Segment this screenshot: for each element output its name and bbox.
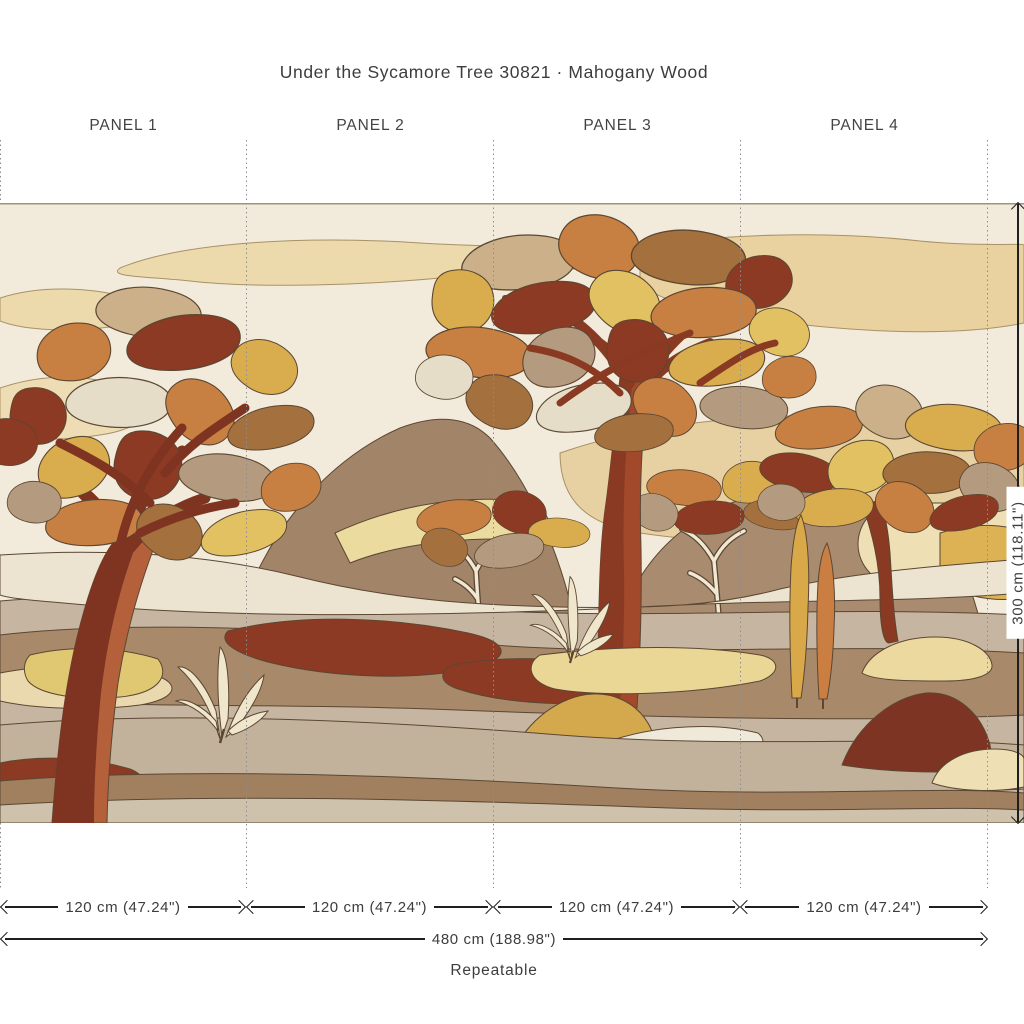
sprig-plants — [174, 575, 615, 744]
panel-label-4: PANEL 4 — [830, 117, 899, 134]
panel-divider-line — [740, 140, 741, 888]
arrow-down-icon — [1010, 809, 1024, 825]
centre-sycamore-tree — [415, 207, 820, 709]
panel-width-label: 120 cm (47.24") — [558, 898, 675, 916]
panel-divider-line — [493, 140, 494, 888]
total-width-dimension: 480 cm (188.98") — [0, 930, 989, 948]
arrow-right-icon — [973, 931, 989, 947]
panel-width-dimension: 120 cm (47.24") — [0, 898, 247, 916]
arrow-left-icon — [492, 899, 508, 915]
panel-width-label: 120 cm (47.24") — [65, 898, 181, 916]
panel-divider-line — [0, 140, 1, 203]
arrow-left-icon — [0, 931, 15, 947]
arrow-right-icon — [973, 899, 989, 915]
arrow-left-icon — [739, 899, 755, 915]
total-width-label: 480 cm (188.98") — [431, 930, 557, 948]
arrow-right-icon — [478, 899, 494, 915]
product-title: Under the Sycamore Tree 30821 · Mahogany… — [279, 62, 709, 82]
sycamore-mural-illustration — [0, 203, 1024, 824]
repeatable-label: Repeatable — [450, 962, 538, 979]
right-sycamore-tree — [756, 377, 1024, 644]
panel-label-2: PANEL 2 — [336, 117, 405, 134]
panel-width-label: 120 cm (47.24") — [311, 898, 428, 916]
panel-divider-line — [987, 140, 988, 888]
arrow-left-icon — [245, 899, 261, 915]
arrow-right-icon — [725, 899, 741, 915]
panel-labels-row: PANEL 1 PANEL 2 PANEL 3 PANEL 4 — [0, 117, 988, 135]
panel-divider-line — [246, 140, 247, 888]
arrow-up-icon — [1010, 201, 1024, 217]
arrow-right-icon — [231, 899, 247, 915]
bush-trees — [414, 455, 808, 636]
cypress-trees — [789, 513, 836, 709]
panel-label-3: PANEL 3 — [583, 117, 652, 134]
height-dimension-label: 300 cm (118.11") — [1006, 486, 1024, 639]
panel-divider-line — [0, 823, 1, 888]
panel-width-dimension: 120 cm (47.24") — [492, 898, 741, 916]
left-sycamore-tree — [0, 282, 328, 824]
mural-artwork — [0, 203, 1024, 824]
panel-width-dimension: 120 cm (47.24") — [739, 898, 989, 916]
arrow-left-icon — [0, 899, 15, 915]
ground-lower — [0, 636, 1024, 824]
panel-label-1: PANEL 1 — [89, 117, 158, 134]
height-dimension: 300 cm (118.11") — [1006, 201, 1024, 825]
panel-width-label: 120 cm (47.24") — [806, 898, 922, 916]
panel-width-dimension: 120 cm (47.24") — [245, 898, 494, 916]
